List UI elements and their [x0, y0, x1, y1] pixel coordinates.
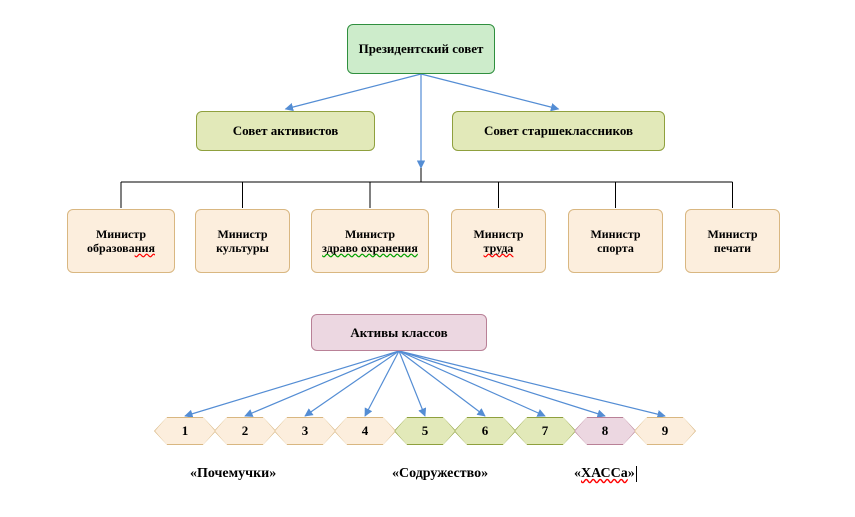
council-box-1: Совет старшеклассников	[452, 111, 665, 151]
class-assets-box: Активы классов	[311, 314, 487, 351]
hex-number: 6	[467, 417, 503, 445]
hex-number: 4	[347, 417, 383, 445]
minister-box-5: Министрпечати	[685, 209, 780, 273]
minister-label: Министртруда	[473, 227, 523, 256]
class-hex-7: 7	[515, 417, 575, 445]
group-label-2: «ХАССа»	[574, 466, 637, 482]
minister-label: Министрпечати	[707, 227, 757, 256]
minister-label: Министробразования	[87, 227, 155, 256]
hex-number: 7	[527, 417, 563, 445]
hex-number: 1	[167, 417, 203, 445]
president-council-box: Президентский совет	[347, 24, 495, 74]
hex-number: 3	[287, 417, 323, 445]
group-label-1: «Содружество»	[392, 466, 488, 482]
minister-label: Министрспорта	[590, 227, 640, 256]
class-hex-1: 1	[155, 417, 215, 445]
minister-box-3: Министртруда	[451, 209, 546, 273]
hex-number: 5	[407, 417, 443, 445]
minister-box-0: Министробразования	[67, 209, 175, 273]
minister-box-1: Министркультуры	[195, 209, 290, 273]
hex-number: 9	[647, 417, 683, 445]
class-hex-2: 2	[215, 417, 275, 445]
class-hex-5: 5	[395, 417, 455, 445]
council-label: Совет старшеклассников	[484, 123, 633, 139]
minister-label: Министркультуры	[216, 227, 269, 256]
class-hex-6: 6	[455, 417, 515, 445]
president-label: Президентский совет	[359, 41, 484, 57]
council-label: Совет активистов	[233, 123, 339, 139]
hex-number: 2	[227, 417, 263, 445]
class-hex-8: 8	[575, 417, 635, 445]
group-label-0: «Почемучки»	[190, 466, 276, 482]
assets-label: Активы классов	[350, 325, 447, 341]
council-box-0: Совет активистов	[196, 111, 375, 151]
class-hex-4: 4	[335, 417, 395, 445]
class-hex-3: 3	[275, 417, 335, 445]
minister-box-4: Министрспорта	[568, 209, 663, 273]
class-hex-9: 9	[635, 417, 695, 445]
hex-number: 8	[587, 417, 623, 445]
minister-box-2: Министрздраво охранения	[311, 209, 429, 273]
minister-label: Министрздраво охранения	[322, 227, 418, 256]
